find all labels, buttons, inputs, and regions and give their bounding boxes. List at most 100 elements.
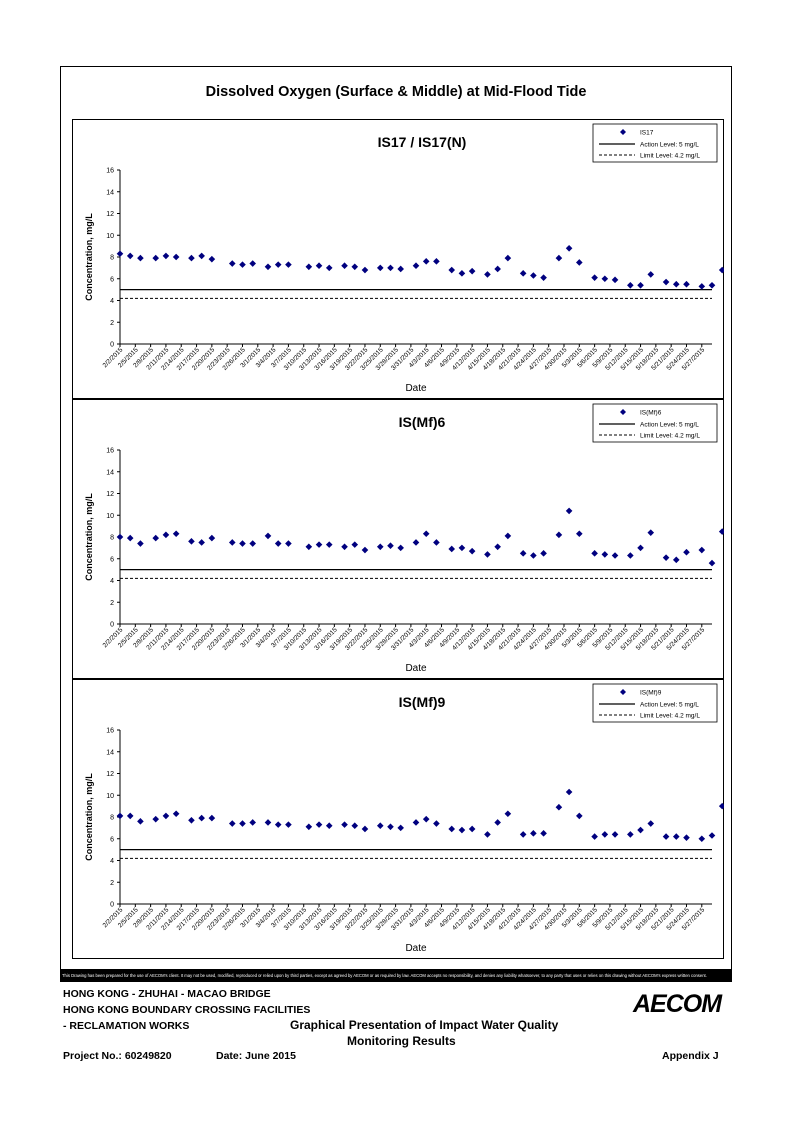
data-point <box>576 259 583 266</box>
data-point <box>351 263 359 271</box>
data-point <box>341 543 348 551</box>
data-point <box>116 250 124 258</box>
disclaimer-bar: This Drawing has been prepared for the u… <box>60 969 732 982</box>
data-point <box>325 822 333 829</box>
data-point <box>239 540 246 547</box>
data-point <box>315 541 323 548</box>
data-point <box>162 531 170 539</box>
data-point <box>637 826 644 834</box>
y-tick-label: 0 <box>110 902 114 909</box>
x-axis-title: Date <box>405 663 427 674</box>
y-tick-label: 4 <box>110 858 114 865</box>
data-point <box>412 262 420 269</box>
y-tick-label: 14 <box>106 469 114 476</box>
data-point <box>672 280 680 288</box>
data-point <box>351 541 359 548</box>
data-point <box>647 529 655 536</box>
data-point <box>188 816 195 824</box>
y-axis-title: Concentration, mg/L <box>84 493 94 581</box>
data-point <box>188 538 195 545</box>
chart-panel-ismf6: IS(Mf)602468101214162/2/20152/5/20152/8/… <box>72 399 724 679</box>
chart-title: IS(Mf)6 <box>399 414 446 430</box>
data-point <box>162 812 170 820</box>
data-point <box>325 541 333 548</box>
data-point <box>627 831 634 838</box>
legend-box <box>592 683 718 723</box>
data-point <box>315 262 323 269</box>
data-point <box>448 825 456 833</box>
data-point <box>519 831 527 838</box>
data-point <box>708 559 716 567</box>
data-point <box>249 260 256 267</box>
legend-marker <box>620 689 626 695</box>
data-point <box>228 820 236 827</box>
data-point <box>627 552 634 559</box>
data-point <box>448 266 456 274</box>
data-point <box>519 270 527 277</box>
x-axis-title: Date <box>405 383 427 394</box>
drawing-title-line1: Graphical Presentation of Impact Water Q… <box>290 1018 559 1032</box>
data-point <box>239 820 246 827</box>
y-tick-label: 4 <box>110 578 114 585</box>
data-point <box>718 528 724 535</box>
data-point <box>422 258 430 265</box>
data-point <box>504 532 512 540</box>
drawing-title-line2: Monitoring Results <box>347 1034 456 1048</box>
x-axis-title: Date <box>405 943 427 954</box>
data-point <box>341 821 348 828</box>
data-point <box>611 552 619 559</box>
y-tick-label: 2 <box>110 320 114 327</box>
data-point <box>285 821 292 828</box>
data-point <box>468 267 476 275</box>
y-tick-label: 16 <box>106 168 114 175</box>
data-point <box>198 814 205 822</box>
y-tick-label: 12 <box>106 491 114 498</box>
project-name-line3: - RECLAMATION WORKS <box>63 1020 190 1032</box>
data-point <box>718 802 724 810</box>
chart-panel-is17: IS17 / IS17(N)02468101214162/2/20152/5/2… <box>72 119 724 399</box>
y-tick-label: 8 <box>110 255 114 262</box>
data-point <box>683 548 690 556</box>
data-point <box>698 283 706 290</box>
legend-label: IS(Mf)6 <box>640 410 662 417</box>
data-point <box>484 271 491 278</box>
data-point <box>683 834 690 841</box>
data-point <box>285 540 292 547</box>
data-point <box>662 554 670 561</box>
legend-label: Limit Level: 4.2 mg/L <box>640 153 700 160</box>
data-point <box>708 281 716 289</box>
data-point <box>116 812 124 820</box>
data-point <box>565 788 573 796</box>
data-point <box>601 551 609 558</box>
data-point <box>152 534 160 542</box>
data-point <box>137 254 144 262</box>
chart-panel-ismf9: IS(Mf)902468101214162/2/20152/5/20152/8/… <box>72 679 724 959</box>
y-tick-label: 10 <box>106 793 114 800</box>
data-point <box>264 532 272 540</box>
data-point <box>458 270 466 277</box>
chart-panel-border <box>72 679 724 959</box>
data-point <box>361 825 369 833</box>
y-tick-label: 8 <box>110 535 114 542</box>
data-point <box>448 545 456 553</box>
legend-label: Limit Level: 4.2 mg/L <box>640 713 700 720</box>
legend-label: Action Level: 5 mg/L <box>640 702 699 709</box>
y-tick-label: 6 <box>110 836 114 843</box>
data-point <box>611 831 619 838</box>
y-tick-label: 2 <box>110 600 114 607</box>
data-point <box>397 265 404 273</box>
data-point <box>468 547 476 555</box>
data-point <box>565 245 573 252</box>
data-point <box>647 820 655 827</box>
data-point <box>137 818 144 825</box>
data-point <box>351 822 359 829</box>
data-point <box>376 543 384 551</box>
data-point <box>172 810 180 818</box>
legend-marker <box>620 409 626 415</box>
data-point <box>468 825 476 833</box>
data-point <box>530 272 537 279</box>
data-point <box>565 507 573 515</box>
data-point <box>662 278 670 286</box>
y-tick-label: 12 <box>106 771 114 778</box>
data-point <box>325 264 333 272</box>
